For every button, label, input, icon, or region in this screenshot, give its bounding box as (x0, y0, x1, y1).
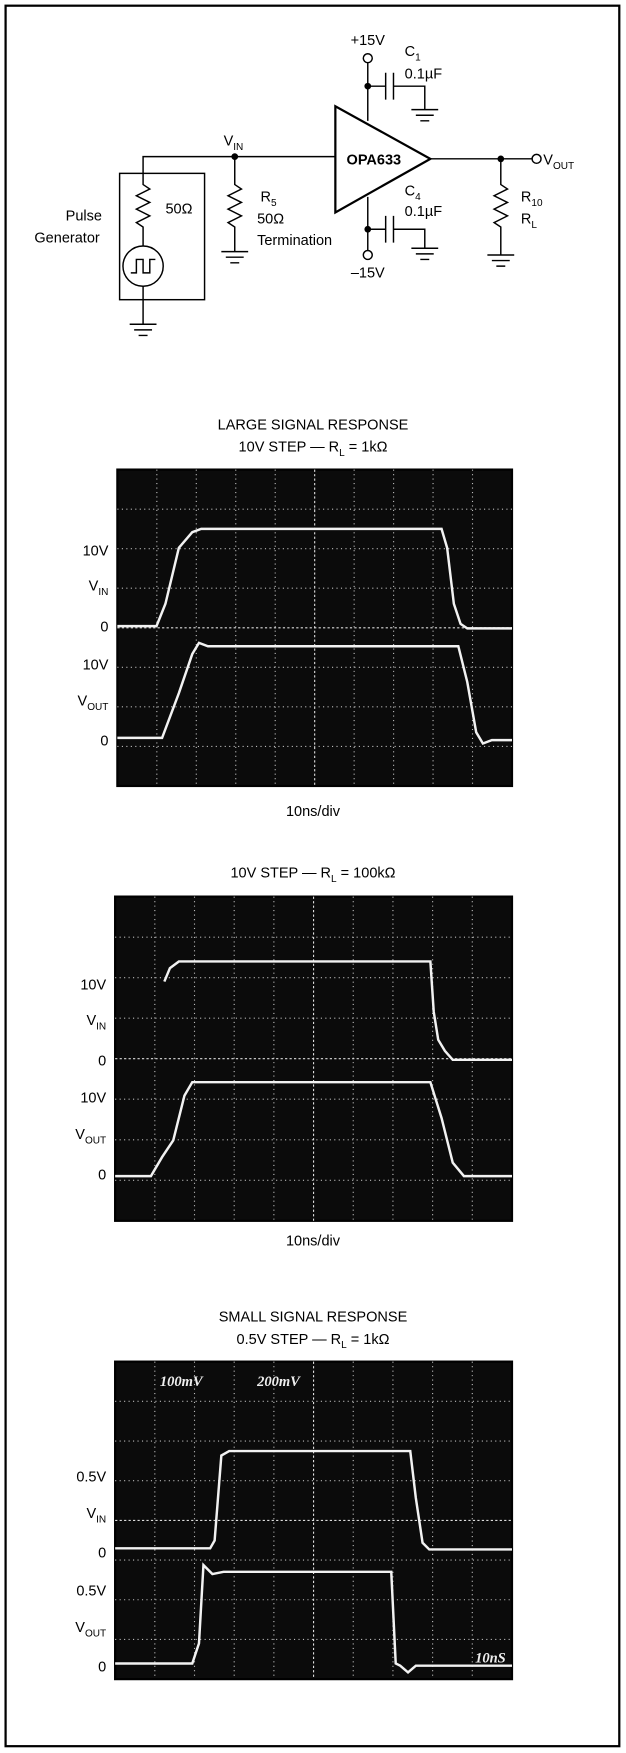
side-label: 0 (98, 1167, 106, 1183)
label-sub: IN (96, 1515, 106, 1526)
label: C1 (405, 44, 421, 63)
circuit: +15V C1 0.1µF VIN OPA633 VOUT Pulse Gene… (34, 33, 574, 337)
terminal (531, 153, 542, 165)
x-label: 10ns/div (286, 1233, 341, 1249)
label: VIN (224, 133, 244, 152)
wires (129, 155, 336, 337)
trace (117, 641, 512, 745)
trace (115, 1080, 512, 1178)
side-label: VOUT (75, 1620, 106, 1639)
label-sub: OUT (85, 1136, 106, 1147)
side-label: 0 (98, 1545, 106, 1561)
plot-subtitle: 10V STEP — RL = 100kΩ (230, 866, 395, 885)
r5 (221, 156, 249, 264)
opamp (334, 104, 433, 215)
plot-subtitle: 10V STEP — RL = 1kΩ (239, 440, 388, 459)
side-label: VIN (89, 578, 109, 597)
label: Termination (257, 233, 332, 249)
side-label: 0 (98, 1659, 106, 1675)
label-main: V (89, 578, 99, 594)
plot-title: SMALL SIGNAL RESPONSE (219, 1309, 408, 1325)
source (122, 245, 164, 287)
plot-subtitle: 0.5V STEP — RL = 1kΩ (237, 1332, 390, 1351)
label: R5 (260, 189, 276, 208)
side-label: 0 (100, 734, 108, 750)
side-label: 0 (98, 1053, 106, 1069)
label: Pulse (66, 208, 102, 224)
pulse-icon (130, 258, 156, 274)
label: 50Ω (257, 212, 284, 228)
side-label: 0 (100, 620, 108, 636)
side-label: 0.5V (76, 1583, 106, 1599)
supply-neg (367, 196, 439, 261)
label-main: V (86, 1013, 96, 1029)
screen-text: 200mV (256, 1374, 301, 1390)
label-sub: IN (98, 587, 108, 598)
trace (115, 1562, 512, 1675)
label-main: V (75, 1620, 85, 1636)
label: +15V (351, 33, 386, 49)
side-label: 10V (83, 544, 109, 560)
label: –15V (351, 265, 385, 281)
label: 0.1µF (405, 204, 443, 220)
label: RL (521, 212, 537, 231)
label: C4 (405, 184, 421, 203)
label-sub: OUT (85, 1629, 106, 1640)
label: 50Ω (165, 202, 192, 218)
label: VOUT (543, 152, 574, 171)
node (497, 155, 505, 163)
trace (163, 960, 512, 1062)
screen-text: 10nS (475, 1650, 506, 1666)
output-wires (430, 158, 533, 267)
label: R10 (521, 189, 543, 208)
border (4, 4, 621, 1748)
side-label: 10V (80, 1090, 106, 1106)
side-label: VIN (86, 1506, 106, 1525)
label-main: V (78, 693, 88, 709)
side-label: 10V (80, 977, 106, 993)
side-label: VOUT (78, 693, 109, 712)
screen-text: 100mV (160, 1374, 204, 1390)
supply-pos (367, 62, 439, 122)
side-label: 10V (83, 658, 109, 674)
side-label: VOUT (75, 1127, 106, 1146)
scopes: 10VVIN010VVOUT010VVIN010VVOUT00.5VVIN00.… (75, 468, 514, 1681)
generator-box (118, 172, 206, 301)
opamp-label: OPA633 (347, 152, 402, 168)
side-label: 0.5V (76, 1469, 106, 1485)
side-label: VIN (86, 1013, 106, 1032)
label-sub: IN (96, 1022, 106, 1033)
trace (117, 527, 512, 630)
label-main: V (86, 1506, 96, 1522)
x-label: 10ns/div (286, 804, 341, 820)
plot-title: LARGE SIGNAL RESPONSE (218, 417, 409, 433)
label: 0.1µF (405, 66, 443, 82)
terminal (362, 249, 373, 261)
label-main: V (75, 1127, 85, 1143)
label-sub: OUT (87, 702, 108, 713)
label: Generator (34, 231, 100, 247)
terminal (362, 53, 373, 64)
trace (115, 1449, 512, 1551)
